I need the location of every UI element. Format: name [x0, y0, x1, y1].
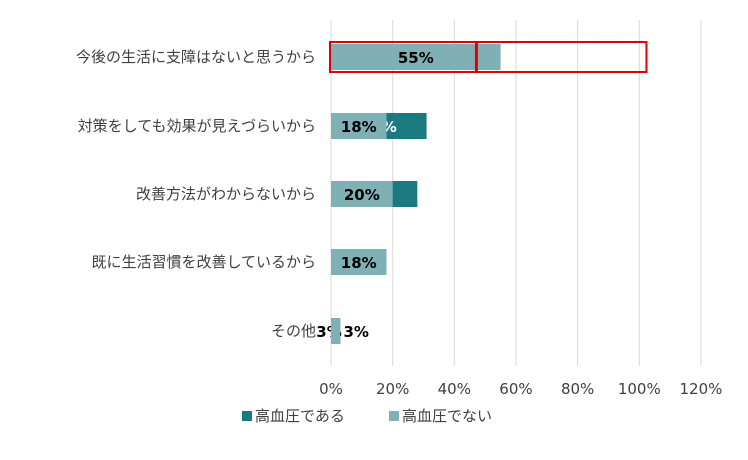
bar-segment [331, 113, 387, 139]
legend-label: 高血圧である [255, 407, 345, 425]
x-tick-labels: 0% 20% 40% 60% 80% 100% 120% [319, 380, 722, 398]
highlight-box [474, 41, 648, 73]
data-label: 55% [398, 49, 434, 67]
legend-swatch [242, 411, 252, 421]
data-label: 18% [341, 254, 377, 272]
x-tick-label: 60% [499, 380, 532, 398]
category-label: 既に生活習慣を改善しているから [91, 253, 316, 271]
data-label: 20% [344, 186, 380, 204]
category-label: 改善方法がわからないから [136, 185, 316, 203]
x-tick-label: 80% [561, 380, 594, 398]
category-label: 対策をしても効果が見えづらいから [78, 117, 316, 135]
x-tick-label: 100% [618, 380, 661, 398]
legend-swatch [389, 411, 399, 421]
bar-segment [331, 181, 393, 207]
bars: 47%55%31%18%28%20%13%18%3%3% [316, 41, 648, 344]
x-tick-label: 40% [438, 380, 471, 398]
highlight-box [329, 41, 478, 73]
data-label: 18% [341, 118, 377, 136]
x-tick-label: 0% [319, 380, 343, 398]
bar-segment [331, 318, 341, 344]
x-tick-label: 20% [376, 380, 409, 398]
bar-segment [331, 249, 387, 275]
category-label: その他 [271, 322, 316, 340]
gridlines [330, 20, 702, 366]
legend: 高血圧である 高血圧でない [242, 407, 492, 425]
data-label: 3% [344, 323, 369, 341]
bar-segment [331, 44, 501, 70]
x-tick-label: 120% [680, 380, 723, 398]
category-labels: 今後の生活に支障はないと思うから対策をしても効果が見えづらいから改善方法がわから… [76, 48, 316, 340]
category-label: 今後の生活に支障はないと思うから [76, 48, 316, 66]
legend-label: 高血圧でない [402, 407, 492, 425]
